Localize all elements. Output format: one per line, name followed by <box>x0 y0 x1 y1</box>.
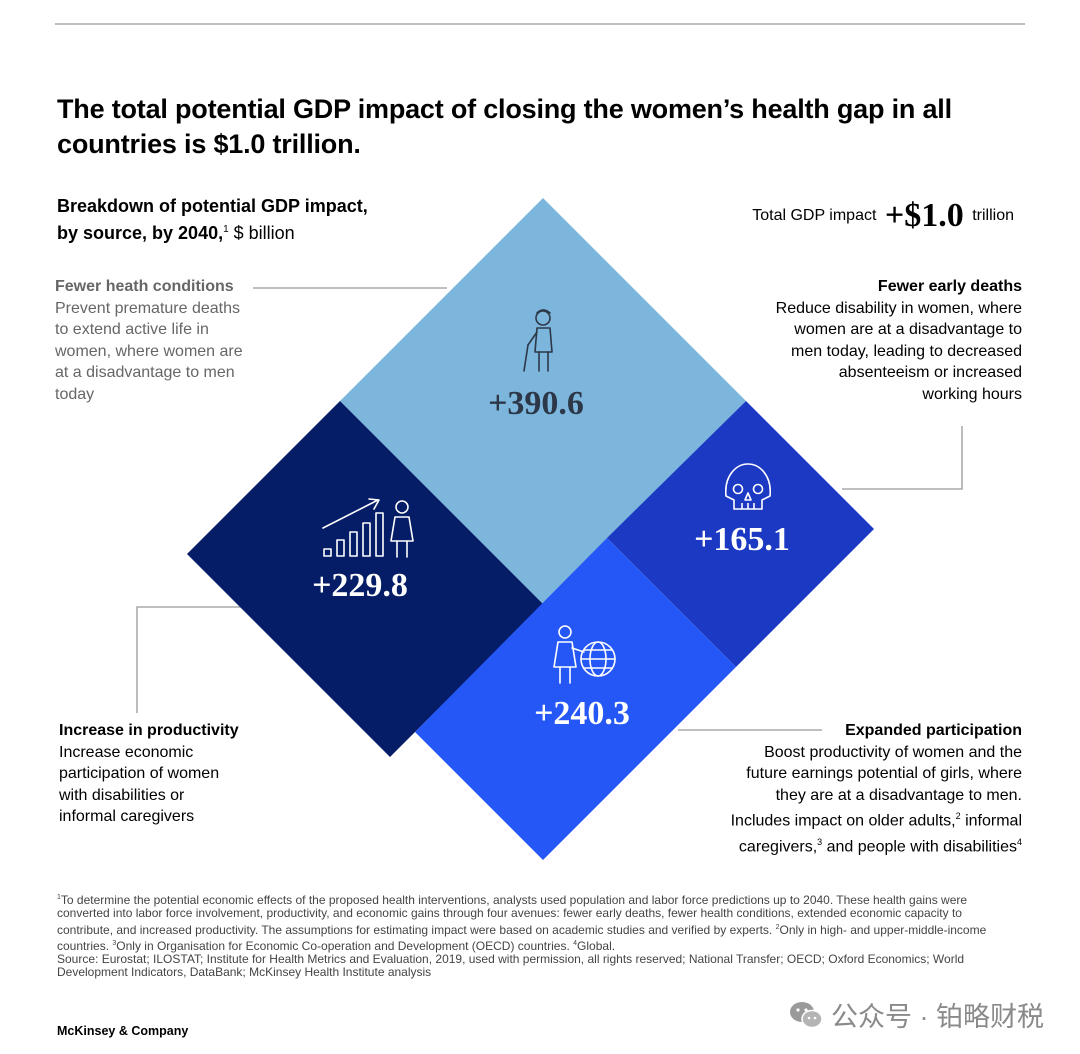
segment-participation <box>415 538 736 860</box>
brand-label: McKinsey & Company <box>57 1024 189 1038</box>
watermark: 公众号 · 铂略财税 <box>789 995 1044 1034</box>
footnote-number: 2 <box>775 923 780 931</box>
annotation-deaths-line: absenteeism or increased <box>838 364 1022 381</box>
watermark-text: 公众号 · 铂略财税 <box>831 1002 1044 1032</box>
annotation-health-line: women, where women are <box>55 342 243 360</box>
annotation-productivity-line: participation of women <box>59 765 220 782</box>
elderly-person-with-cane-icon <box>523 309 553 372</box>
annotation-health-line: Prevent premature deaths <box>55 299 240 317</box>
footnote-text: Global. <box>577 938 616 953</box>
footnote-text: To determine the potential economic effe… <box>57 893 968 937</box>
footnote-number: 3 <box>112 939 117 947</box>
chart-subtitle: Breakdown of potential GDP impact, by so… <box>57 195 368 245</box>
footnote-number: 4 <box>573 939 578 947</box>
annotation-health-line: to extend active life in <box>55 321 209 338</box>
annotation-participation-heading: Expanded participation <box>845 722 1022 739</box>
source-text: Source: Eurostat; ILOSTAT; Institute for… <box>57 952 965 980</box>
annotation-productivity-line: with disabilities or <box>59 786 185 804</box>
total-unit: trillion <box>972 207 1014 224</box>
skull-icon <box>725 463 771 510</box>
annotation-participation-line: Boost productivity of women and the <box>764 743 1022 761</box>
footnote-text: Only in high- and upper-middle-income co… <box>57 922 987 953</box>
footnote-ref: 2 <box>955 811 961 821</box>
annotation-participation-text: informal <box>960 812 1022 830</box>
annotation-health-heading: Fewer heath conditions <box>55 278 234 295</box>
footnote-ref: 4 <box>1016 836 1022 847</box>
value-label-productivity: +229.8 <box>312 567 408 604</box>
annotation-increase-in-productivity: Increase in productivity Increase econom… <box>59 720 299 828</box>
annotation-productivity-line: Increase economic <box>59 743 194 761</box>
annotation-expanded-participation: Expanded participation Boost productivit… <box>662 720 1022 858</box>
annotation-fewer-health-conditions: Fewer heath conditions Prevent premature… <box>55 276 285 405</box>
annotation-deaths-line: working hours <box>922 385 1022 403</box>
leader-line-productivity <box>136 606 279 713</box>
annotation-deaths-line: men today, leading to decreased <box>791 342 1022 360</box>
footnote-number: 1 <box>57 894 61 901</box>
annotation-productivity-line: informal caregivers <box>59 808 195 825</box>
footnote-ref: 3 <box>817 836 823 847</box>
annotation-health-line: today <box>55 385 95 403</box>
total-gdp-impact: Total GDP impact +$1.0 trillion <box>752 197 1014 235</box>
annotation-health-line: at a disadvantage to men <box>55 364 235 381</box>
annotation-participation-line: they are at a disadvantage to men. <box>775 786 1022 804</box>
annotation-deaths-line: women are at a disadvantage to <box>794 321 1022 338</box>
total-label: Total GDP impact <box>752 207 877 224</box>
person-with-globe-icon <box>553 625 616 684</box>
annotation-deaths-heading: Fewer early deaths <box>877 278 1022 295</box>
subtitle-footnote-ref: 1 <box>223 224 229 235</box>
footnotes: 1To determine the potential economic eff… <box>57 891 1017 980</box>
segment-productivity <box>187 401 543 757</box>
annotation-participation-text: caregivers, <box>738 838 818 856</box>
wechat-icon <box>790 1001 823 1028</box>
annotation-participation-text: Includes impact on older adults, <box>730 812 956 830</box>
value-label-participation: +240.3 <box>534 695 630 732</box>
growth-bars-person-icon <box>322 498 414 558</box>
value-label-early-deaths: +165.1 <box>694 521 790 558</box>
value-label-health: +390.6 <box>488 385 584 422</box>
annotation-productivity-heading: Increase in productivity <box>59 722 239 739</box>
annotation-participation-text: and people with disabilities <box>822 838 1017 856</box>
subtitle-line1: Breakdown of potential GDP impact, <box>57 196 368 216</box>
leader-line-deaths <box>842 426 963 490</box>
annotation-deaths-line: Reduce disability in women, where <box>775 299 1022 317</box>
subtitle-unit: $ billion <box>228 223 295 243</box>
annotation-fewer-early-deaths: Fewer early deaths Reduce disability in … <box>702 276 1022 405</box>
segment-early-deaths <box>607 401 874 667</box>
subtitle-line2: by source, by 2040, <box>57 223 224 243</box>
total-value: +$1.0 <box>884 197 964 234</box>
top-rule <box>55 23 1025 25</box>
footnote-text: Only in Organisation for Economic Co-ope… <box>116 938 574 953</box>
page-title: The total potential GDP impact of closin… <box>57 94 952 159</box>
annotation-participation-line: future earnings potential of girls, wher… <box>746 765 1022 782</box>
